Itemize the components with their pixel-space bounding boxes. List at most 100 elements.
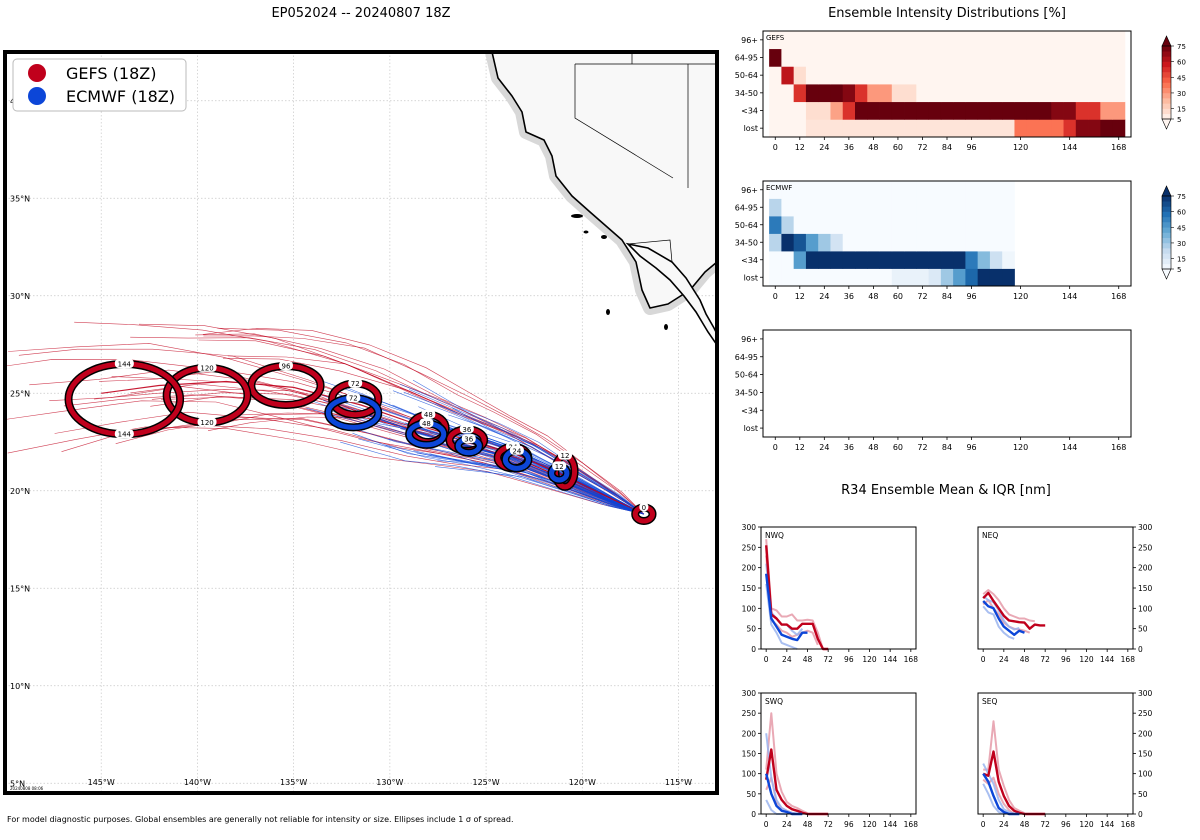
ecmwf-hour-label: 24 [512, 447, 521, 455]
heat-cell [989, 181, 1003, 199]
heat-cell [1051, 119, 1064, 138]
colorbar-tick-label: 5 [1177, 116, 1181, 124]
heat-cell [855, 119, 868, 138]
lon-tick-label: 125°W [472, 778, 499, 787]
heat-cell [793, 84, 807, 103]
gefs-hour-badge [114, 359, 134, 368]
heat-xtick-label: 96 [966, 143, 976, 152]
heat-cell [977, 119, 991, 138]
heat-cell [1002, 233, 1015, 252]
colorbar-swatch [1162, 227, 1171, 233]
heat-xtick-label: 84 [942, 143, 952, 152]
r34-xtick-label: 144 [1100, 655, 1115, 664]
heat-cell [830, 268, 844, 287]
heat-cell [793, 119, 807, 138]
heat-ytick-label: 64-95 [735, 353, 758, 362]
heat-cell [1100, 48, 1113, 67]
colorbar-tick-label: 45 [1177, 224, 1186, 232]
heat-xtick-label: 120 [1013, 292, 1028, 301]
heat-cell [1051, 48, 1064, 67]
heat-cell [940, 119, 954, 138]
r34-quadrant-label: SEQ [982, 697, 997, 706]
heat-cell [1014, 101, 1028, 120]
gefs-hour-badge [348, 378, 363, 388]
state-borders [574, 52, 717, 263]
footer-note: For model diagnostic purposes. Global en… [7, 815, 514, 824]
heat-cell [965, 31, 979, 50]
heat-cell [965, 101, 979, 120]
ecmwf-intensity-heatmap: ECMWF lost <34 34-50 50-64 64-95 96+ 0 12 24 36 48 6… [735, 180, 1132, 301]
ecmwf-hour-badge [346, 393, 361, 403]
heat-cell [953, 119, 966, 138]
heat-cell [1063, 31, 1077, 50]
heat-cell [879, 181, 893, 199]
heat-cell [793, 251, 807, 269]
heat-cell [891, 233, 905, 252]
r34-xtick-label: 72 [823, 820, 833, 829]
heat-ytick-label: 50-64 [735, 71, 758, 80]
heat-cell [989, 198, 1003, 217]
heat-cell [1063, 48, 1077, 67]
heat-xtick-label: 84 [942, 292, 952, 301]
r34-ytick-label: 300 [742, 523, 757, 532]
gefs-hour-badge [421, 409, 436, 419]
heat-cell [781, 233, 795, 252]
heat-cell [879, 268, 893, 287]
colorbar-swatch [1162, 66, 1171, 73]
heat-cell [1075, 48, 1089, 67]
heat-cell [953, 48, 966, 67]
heat-cell [891, 31, 905, 50]
colorbar-tick-label: 75 [1177, 193, 1186, 201]
heat-ytick-label: 64-95 [735, 54, 758, 63]
r34-quadrant-label: SWQ [765, 697, 783, 706]
heat-cell [904, 84, 917, 103]
heat-cell [891, 84, 905, 103]
heat-cell [1112, 31, 1126, 50]
ecmwf-hour-badge [509, 445, 524, 455]
heat-ytick-label: 96+ [741, 335, 758, 344]
us-mexico-land [491, 52, 717, 309]
baja-peninsula [625, 242, 717, 347]
heat-cell [977, 216, 991, 234]
r34-series-gefs_light [982, 589, 1035, 623]
r34-ytick-label: 300 [742, 689, 757, 698]
heat-cell [805, 268, 819, 287]
heat-cell [867, 233, 880, 252]
heat-cell [855, 268, 868, 287]
heat-cell [977, 251, 991, 269]
heat-cell [867, 251, 880, 269]
heat-cell [891, 66, 905, 85]
colorbar-swatch [1162, 87, 1171, 94]
r34-xtick-label: 168 [904, 820, 919, 829]
heat-cell [904, 101, 917, 120]
heat-cell [867, 84, 880, 103]
heat-cell [1002, 66, 1015, 85]
heat-ytick-label: 50-64 [735, 371, 758, 380]
heat-cell [916, 233, 929, 252]
heat-cell [867, 119, 880, 138]
island [664, 324, 668, 330]
heat-cell [977, 84, 991, 103]
heat-cell [1039, 31, 1052, 50]
ensemble-member-track [415, 415, 645, 515]
heat-xtick-label: 36 [844, 292, 854, 301]
heat-cell [842, 181, 856, 199]
r34-series-gefs_light [765, 539, 824, 650]
heat-cell [1039, 66, 1052, 85]
map-land [485, 52, 717, 347]
heat-cell [793, 31, 807, 50]
heat-ytick-label: 96+ [741, 186, 758, 195]
colorbar-swatch [1162, 56, 1171, 62]
heat-xtick-label: 36 [844, 143, 854, 152]
heat-cell [904, 198, 917, 217]
r34-xtick-label: 96 [844, 820, 854, 829]
gefs-hour-badge [197, 417, 217, 427]
heat-xtick-label: 24 [819, 443, 829, 452]
r34-ytick-label: 200 [742, 564, 757, 573]
heat-cell [830, 198, 844, 217]
legend-frame [12, 58, 187, 112]
heat-xtick-label: 60 [893, 143, 903, 152]
heat-cell [1026, 119, 1040, 138]
colorbar-tick-label: 60 [1177, 209, 1186, 217]
